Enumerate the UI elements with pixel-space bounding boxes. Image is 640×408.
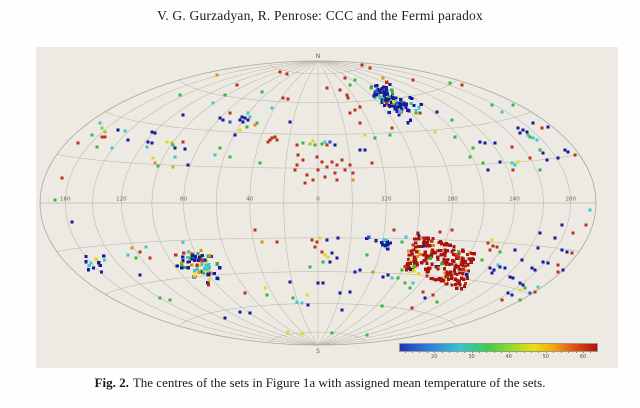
- svg-text:80: 80: [180, 197, 187, 203]
- colorbar-minor-tick: [456, 351, 458, 353]
- colorbar-minor-tick: [516, 351, 518, 353]
- colorbar-minor-tick: [523, 351, 525, 353]
- colorbar-minor-tick: [493, 351, 495, 353]
- colorbar-minor-tick: [404, 351, 406, 353]
- colorbar-minor-tick: [560, 351, 562, 353]
- colorbar-minor-tick: [426, 351, 428, 353]
- colorbar-tick-label: 40: [505, 354, 512, 360]
- colorbar-minor-tick: [486, 351, 488, 353]
- colorbar-minor-tick: [538, 351, 540, 353]
- figure-caption-text: The centres of the sets in Figure 1a wit…: [132, 375, 546, 390]
- figure-caption: Fig. 2. The centres of the sets in Figure…: [0, 375, 640, 391]
- colorbar-minor-tick: [441, 351, 443, 353]
- sky-map: 160 120 80 40 0 320 280 240 200 N S: [39, 53, 597, 355]
- colorbar-minor-tick: [575, 351, 577, 353]
- svg-text:280: 280: [447, 197, 458, 203]
- colorbar-minor-tick: [434, 351, 436, 353]
- colorbar-minor-tick: [449, 351, 451, 353]
- colorbar-tick-label: 20: [431, 354, 438, 360]
- colorbar-minor-tick: [590, 351, 592, 353]
- colorbar-minor-tick: [478, 351, 480, 353]
- svg-text:200: 200: [565, 197, 576, 203]
- temperature-colorbar: 20 30 40 50 60: [399, 343, 598, 365]
- colorbar-minor-tick: [464, 351, 465, 353]
- colorbar-minor-tick: [553, 351, 555, 353]
- colorbar-minor-tick: [412, 351, 413, 353]
- svg-text:40: 40: [246, 197, 253, 203]
- figure-caption-label: Fig. 2.: [94, 375, 129, 390]
- svg-text:240: 240: [509, 197, 520, 203]
- svg-text:S: S: [316, 348, 320, 355]
- colorbar-minor-tick: [568, 351, 570, 353]
- colorbar-minor-tick: [531, 351, 532, 353]
- svg-text:0: 0: [316, 197, 320, 203]
- colorbar-minor-tick: [419, 351, 421, 353]
- svg-text:120: 120: [116, 197, 127, 203]
- colorbar-minor-tick: [508, 351, 510, 353]
- paper-header: V. G. Gurzadyan, R. Penrose: CCC and the…: [157, 8, 483, 23]
- colorbar-minor-tick: [471, 351, 473, 353]
- colorbar-tick-label: 60: [579, 354, 587, 360]
- colorbar-minor-tick: [545, 351, 547, 353]
- colorbar-gradient: [399, 343, 598, 352]
- colorbar-tick-label: 30: [468, 354, 475, 360]
- svg-text:320: 320: [381, 197, 392, 203]
- svg-text:N: N: [316, 53, 321, 60]
- colorbar-minor-tick: [501, 351, 503, 353]
- figure-panel: 160 120 80 40 0 320 280 240 200 N S 20 30 40 50 60: [36, 47, 618, 368]
- colorbar-minor-tick: [583, 351, 584, 353]
- colorbar-tick-label: 50: [542, 354, 549, 360]
- svg-text:160: 160: [60, 197, 71, 203]
